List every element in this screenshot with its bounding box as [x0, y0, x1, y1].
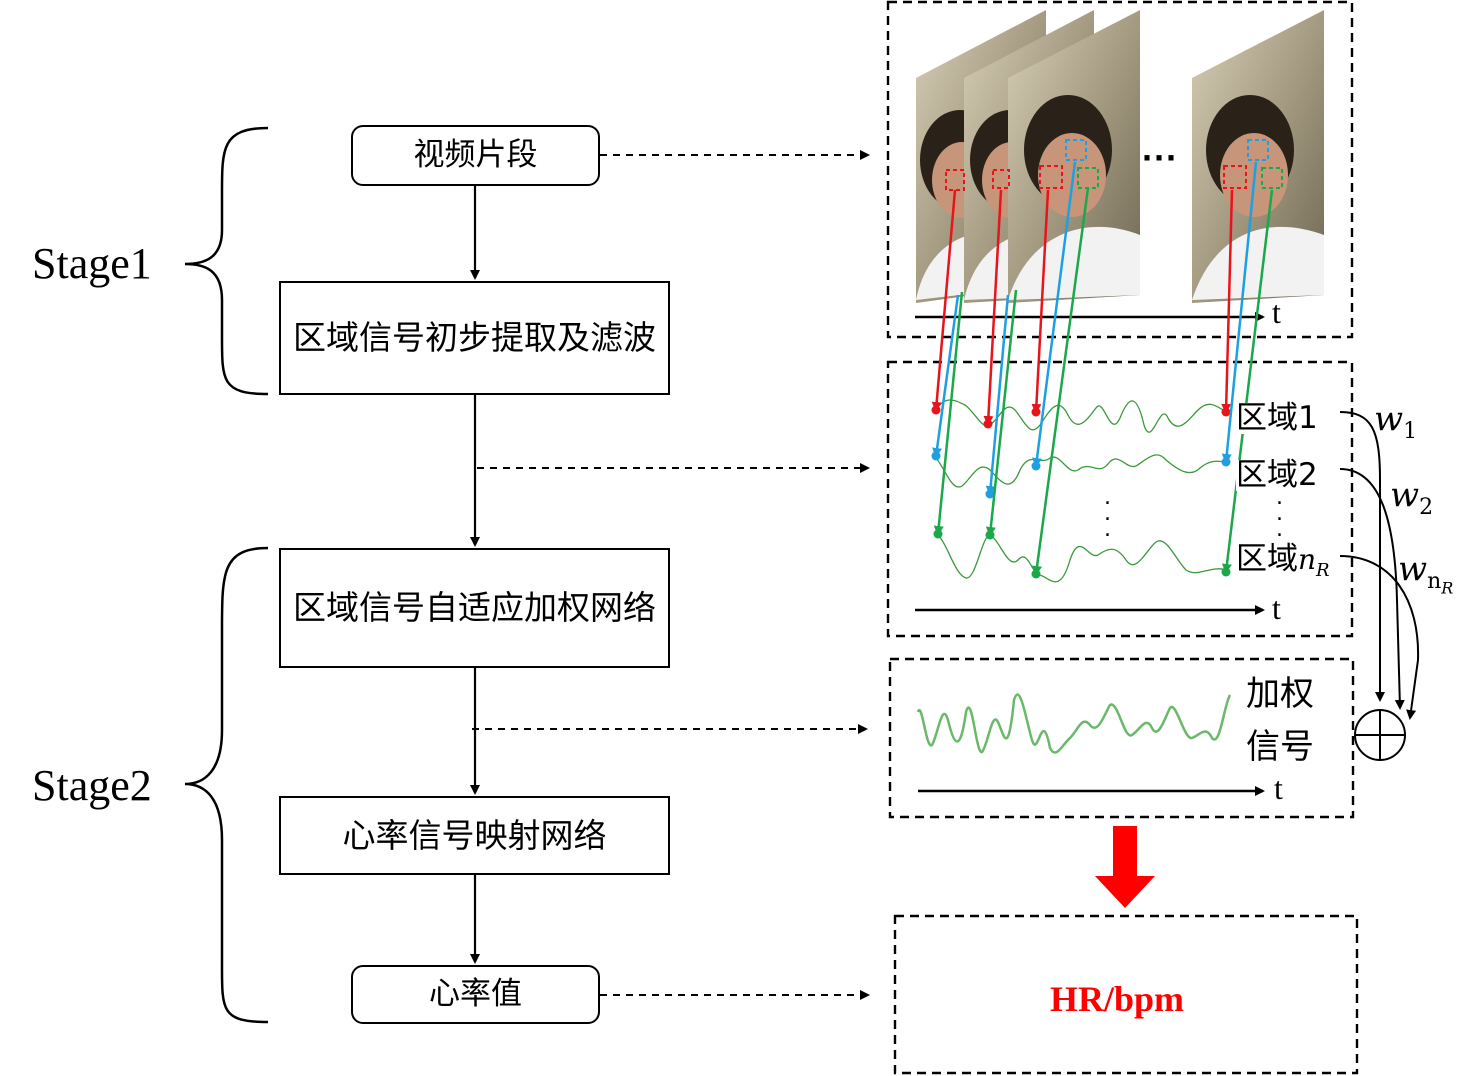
- frame-3: [1008, 10, 1140, 303]
- sample-dot-green: [985, 530, 995, 540]
- hr-value-box[interactable]: 心率值: [351, 965, 600, 1024]
- stage1-label: Stage1: [32, 239, 152, 288]
- frames-ellipsis: ···: [1142, 137, 1178, 178]
- sampling-arrow-green: [1032, 187, 1090, 576]
- sample-dot-green: [1031, 569, 1041, 579]
- sum-node: [1354, 709, 1406, 761]
- sampling-arrow-green: [1221, 189, 1274, 574]
- output-arrow: [1095, 826, 1155, 908]
- t-axis-label-1: t: [1272, 294, 1281, 330]
- sample-dot-green: [933, 529, 943, 539]
- region-signals: [935, 399, 1228, 583]
- sampling-arrow-blue: [985, 294, 1010, 496]
- region-extraction-box[interactable]: 区域信号初步提取及滤波: [279, 281, 670, 395]
- dashed-connectors: [472, 150, 870, 1000]
- frame-n: [1192, 10, 1324, 303]
- sampling-arrow-blue: [932, 294, 960, 458]
- sampling-arrow-red: [983, 189, 1003, 426]
- regions-vdots-2: ...: [1276, 485, 1283, 542]
- sampling-arrow-blue: [1221, 161, 1258, 464]
- time-axes: [915, 312, 1265, 796]
- sampling-arrow-red: [1031, 189, 1050, 414]
- regions-vdots-1: ...: [1104, 485, 1111, 542]
- region-1-label: 区域1: [1236, 400, 1318, 436]
- sample-dot-red: [983, 419, 993, 429]
- adaptive-weighting-box[interactable]: 区域信号自适应加权网络: [279, 548, 670, 668]
- t-axis-label-3: t: [1274, 770, 1283, 806]
- sampling-arrows: [931, 161, 1274, 579]
- video-clip-box[interactable]: 视频片段: [351, 125, 600, 186]
- region-n-label: 区域nR: [1236, 541, 1330, 582]
- weight-connectors: [1339, 411, 1420, 720]
- region-2-label: 区域2: [1236, 457, 1318, 493]
- sampling-arrow-green: [985, 289, 1018, 537]
- dashed-panels: [886, 0, 1359, 1075]
- hr-mapping-box[interactable]: 心率信号映射网络: [279, 796, 670, 875]
- sampling-arrow-blue: [1032, 161, 1077, 468]
- sample-dot-red: [1031, 407, 1041, 417]
- hr-output-label: HR/bpm: [1050, 979, 1185, 1019]
- sampling-arrow-red: [1221, 189, 1234, 414]
- sample-dot-blue: [1031, 461, 1041, 471]
- sample-dot-red: [1221, 407, 1231, 417]
- video-frames: [916, 10, 1324, 303]
- stage2-label: Stage2: [32, 761, 152, 810]
- t-axis-label-2: t: [1272, 590, 1281, 626]
- sampling-arrow-green: [933, 291, 964, 536]
- sample-dot-blue: [931, 451, 941, 461]
- sample-dot-green: [1221, 567, 1231, 577]
- weight-2: w2: [1390, 475, 1434, 520]
- sample-dot-blue: [1221, 457, 1231, 467]
- weighted-signal-label: 加权信号: [1246, 674, 1314, 767]
- stage1-brace: [184, 126, 269, 396]
- weight-n: wnR: [1398, 549, 1454, 598]
- sample-dot-blue: [985, 489, 995, 499]
- sample-dot-red: [931, 405, 941, 415]
- sampling-arrow-red: [931, 189, 957, 412]
- stage2-brace: [184, 546, 269, 1024]
- weight-1: w1: [1374, 399, 1418, 444]
- weighted-signal: [916, 693, 1232, 754]
